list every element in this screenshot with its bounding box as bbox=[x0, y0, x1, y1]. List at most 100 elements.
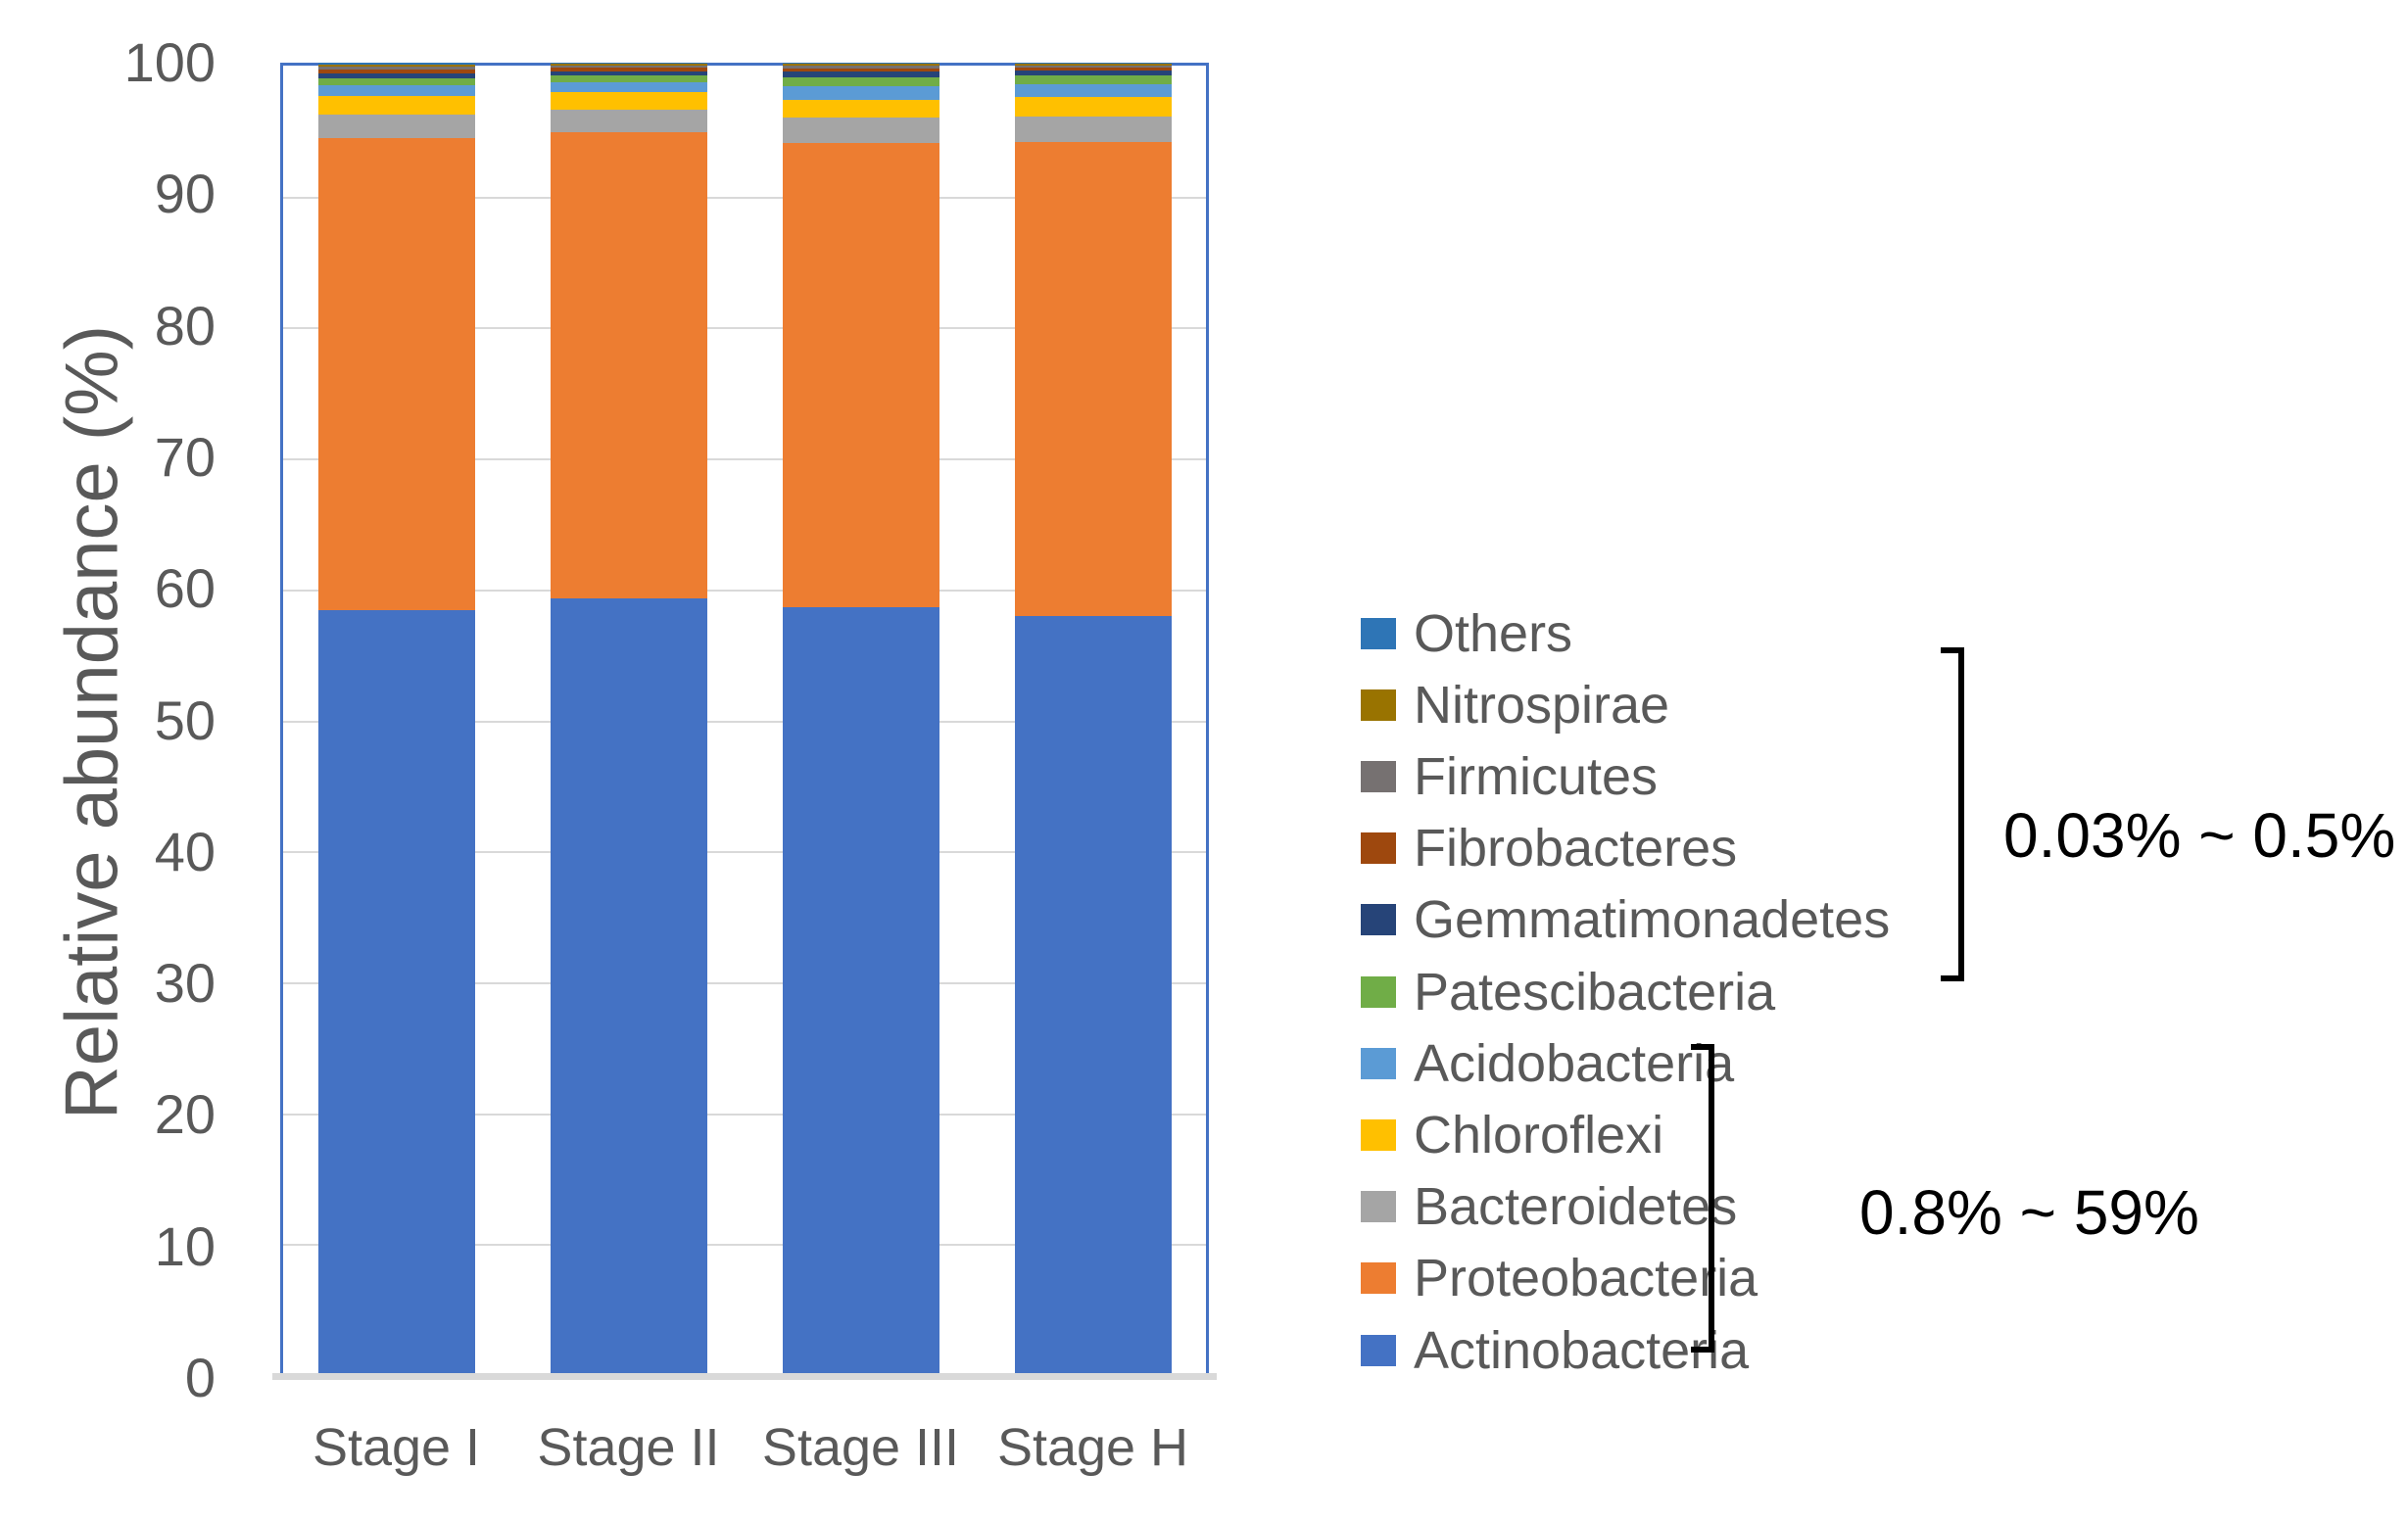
legend-row-chloroflexi: Chloroflexi bbox=[1361, 1099, 1663, 1170]
legend-swatch-proteobacteria bbox=[1361, 1262, 1396, 1295]
legend-row-bacteroidetes: Bacteroidetes bbox=[1361, 1171, 1737, 1243]
bar-segment-fibrobacteres bbox=[550, 68, 707, 71]
gridline-80 bbox=[283, 327, 1206, 330]
bar-segment-firmicutes bbox=[317, 67, 475, 70]
bar-segment-gemmatimonadetes bbox=[782, 71, 939, 77]
bar-segment-actinobacteria bbox=[1014, 616, 1172, 1378]
bar-segment-patescibacteria bbox=[1014, 75, 1172, 84]
bar-segment-acidobacteria bbox=[550, 82, 707, 92]
bar-segment-firmicutes bbox=[550, 65, 707, 69]
category-label-stage-iii: Stage III bbox=[761, 1418, 960, 1477]
legend-swatch-actinobacteria bbox=[1361, 1334, 1396, 1366]
bar-segment-actinobacteria bbox=[317, 609, 475, 1378]
legend-label-firmicutes: Firmicutes bbox=[1414, 746, 1659, 806]
bar-segment-others bbox=[317, 63, 475, 66]
legend-swatch-others bbox=[1361, 617, 1396, 649]
gridline-50 bbox=[283, 720, 1206, 723]
y-tick-label-40: 40 bbox=[154, 820, 216, 882]
bar-segment-chloroflexi bbox=[1014, 96, 1172, 118]
bar-segment-fibrobacteres bbox=[317, 69, 475, 73]
y-tick-label-10: 10 bbox=[154, 1214, 216, 1277]
bar-segment-fibrobacteres bbox=[782, 69, 939, 72]
bar-segment-nitrospirae bbox=[1014, 64, 1172, 66]
bar-segment-others bbox=[782, 63, 939, 65]
legend-label-patescibacteria: Patescibacteria bbox=[1414, 962, 1776, 1021]
bar-segment-gemmatimonadetes bbox=[317, 72, 475, 78]
bar-segment-patescibacteria bbox=[317, 77, 475, 85]
bar-segment-others bbox=[1014, 63, 1172, 65]
annotation-abundant-range: 0.8% ~ 59% bbox=[1859, 1177, 2199, 1248]
bar-segment-nitrospirae bbox=[782, 64, 939, 67]
legend-swatch-acidobacteria bbox=[1361, 1047, 1396, 1079]
y-tick-label-60: 60 bbox=[154, 557, 216, 620]
bar-segment-proteobacteria bbox=[550, 132, 707, 598]
legend-label-proteobacteria: Proteobacteria bbox=[1414, 1249, 1758, 1308]
gridline-30 bbox=[283, 981, 1206, 984]
bar-segment-chloroflexi bbox=[782, 99, 939, 119]
bar-segment-gemmatimonadetes bbox=[550, 71, 707, 76]
stacked-bar-stage-ii bbox=[550, 63, 707, 1378]
legend-label-gemmatimonadetes: Gemmatimonadetes bbox=[1414, 890, 1891, 950]
y-tick-label-20: 20 bbox=[154, 1083, 216, 1146]
legend-row-acidobacteria: Acidobacteria bbox=[1361, 1027, 1734, 1099]
legend-label-fibrobacteres: Fibrobacteres bbox=[1414, 819, 1738, 879]
legend-swatch-bacteroidetes bbox=[1361, 1191, 1396, 1223]
category-label-stage-h: Stage H bbox=[996, 1418, 1189, 1477]
bar-segment-bacteroidetes bbox=[317, 115, 475, 138]
bar-segment-patescibacteria bbox=[550, 75, 707, 83]
legend-row-firmicutes: Firmicutes bbox=[1361, 740, 1658, 812]
bar-segment-proteobacteria bbox=[782, 142, 939, 608]
bar-segment-firmicutes bbox=[782, 66, 939, 70]
bar-segment-acidobacteria bbox=[317, 84, 475, 96]
y-tick-label-80: 80 bbox=[154, 294, 216, 356]
bar-segment-bacteroidetes bbox=[782, 118, 939, 143]
bar-segment-fibrobacteres bbox=[1014, 68, 1172, 71]
legend-label-chloroflexi: Chloroflexi bbox=[1414, 1105, 1664, 1164]
bar-segment-firmicutes bbox=[1014, 65, 1172, 69]
legend-swatch-chloroflexi bbox=[1361, 1118, 1396, 1151]
bar-segment-others bbox=[550, 63, 707, 65]
bar-segment-acidobacteria bbox=[1014, 83, 1172, 97]
gridline-10 bbox=[283, 1244, 1206, 1247]
legend-swatch-fibrobacteres bbox=[1361, 832, 1396, 865]
category-label-stage-ii: Stage II bbox=[537, 1418, 720, 1477]
bar-segment-chloroflexi bbox=[550, 91, 707, 111]
y-tick-label-100: 100 bbox=[123, 31, 216, 93]
legend-row-proteobacteria: Proteobacteria bbox=[1361, 1243, 1758, 1314]
legend-row-gemmatimonadetes: Gemmatimonadetes bbox=[1361, 884, 1890, 956]
legend-row-fibrobacteres: Fibrobacteres bbox=[1361, 813, 1737, 884]
stacked-bar-stage-i bbox=[317, 63, 475, 1378]
gridline-60 bbox=[283, 589, 1206, 592]
y-tick-label-70: 70 bbox=[154, 425, 216, 488]
legend-label-nitrospirae: Nitrospirae bbox=[1414, 675, 1670, 735]
stacked-bar-stage-h bbox=[1014, 63, 1172, 1378]
bar-segment-actinobacteria bbox=[550, 597, 707, 1378]
gridline-40 bbox=[283, 851, 1206, 854]
legend-row-patescibacteria: Patescibacteria bbox=[1361, 956, 1775, 1027]
category-label-stage-i: Stage I bbox=[312, 1418, 481, 1477]
bar-segment-nitrospirae bbox=[317, 65, 475, 68]
y-tick-label-30: 30 bbox=[154, 952, 216, 1015]
bar-segment-bacteroidetes bbox=[550, 110, 707, 133]
bracket-abundant-taxa bbox=[1691, 1044, 1714, 1353]
gridline-90 bbox=[283, 196, 1206, 199]
gridline-70 bbox=[283, 458, 1206, 461]
bar-segment-chloroflexi bbox=[317, 95, 475, 116]
legend-row-nitrospirae: Nitrospirae bbox=[1361, 669, 1669, 740]
annotation-rare-range: 0.03% ~ 0.5% bbox=[2003, 800, 2396, 871]
legend-swatch-patescibacteria bbox=[1361, 975, 1396, 1008]
y-tick-label-90: 90 bbox=[154, 163, 216, 225]
bar-segment-actinobacteria bbox=[782, 607, 939, 1378]
stacked-bar-stage-iii bbox=[782, 63, 939, 1378]
gridline-20 bbox=[283, 1113, 1206, 1116]
legend-swatch-firmicutes bbox=[1361, 760, 1396, 792]
bracket-rare-taxa bbox=[1941, 647, 1964, 981]
legend-label-acidobacteria: Acidobacteria bbox=[1414, 1033, 1735, 1093]
bar-segment-patescibacteria bbox=[782, 76, 939, 87]
bar-segment-proteobacteria bbox=[1014, 141, 1172, 617]
bar-segment-proteobacteria bbox=[317, 137, 475, 610]
legend-row-others: Others bbox=[1361, 597, 1572, 669]
y-tick-label-50: 50 bbox=[154, 689, 216, 751]
legend-label-bacteroidetes: Bacteroidetes bbox=[1414, 1177, 1738, 1237]
y-tick-label-0: 0 bbox=[184, 1347, 216, 1408]
